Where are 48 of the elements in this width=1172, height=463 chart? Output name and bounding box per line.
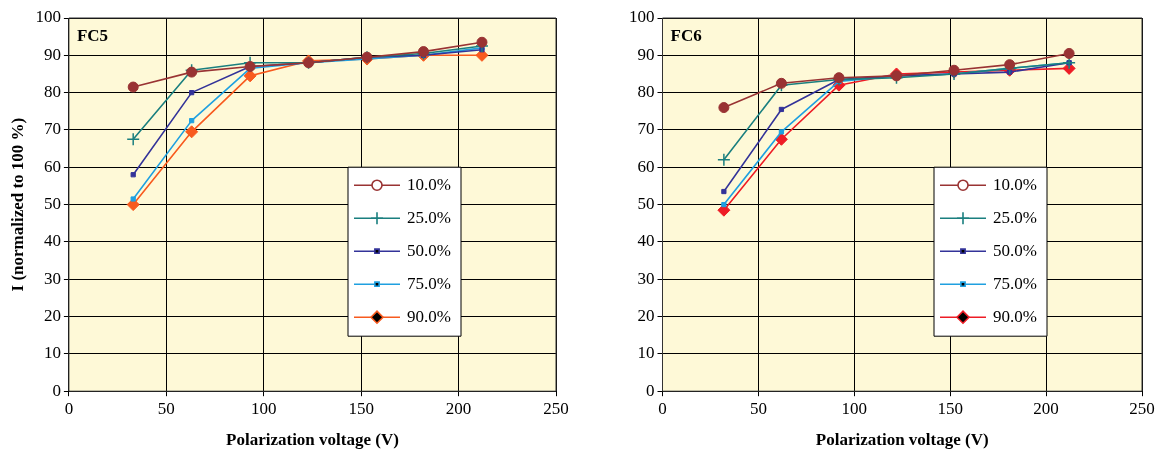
y-tick-label: 70	[43, 119, 61, 139]
legend-label: 90.0%	[407, 306, 451, 326]
legend-label: 10.0%	[993, 174, 1037, 194]
x-tick-label: 250	[1129, 398, 1155, 418]
y-tick-label: 80	[637, 82, 655, 102]
legend-label: 25.0%	[407, 207, 451, 227]
y-tick-label: 80	[43, 82, 61, 102]
legend-label: 75.0%	[993, 273, 1037, 293]
y-tick-label: 40	[43, 231, 61, 251]
y-tick-label: 90	[637, 44, 655, 64]
x-tick-label: 100	[841, 398, 868, 418]
y-tick-label: 10	[637, 343, 655, 363]
y-tick-label: 0	[52, 380, 61, 400]
y-axis-title: I (normalized to 100 %)	[7, 117, 27, 292]
x-tick-label: 200	[445, 398, 472, 418]
x-tick-label: 0	[64, 398, 74, 418]
y-tick-label: 20	[637, 306, 655, 326]
legend-label: 50.0%	[407, 240, 451, 260]
x-axis-title: Polarization voltage (V)	[815, 430, 989, 450]
x-tick-label: 100	[250, 398, 277, 418]
y-tick-label: 40	[637, 231, 655, 251]
x-axis-title: Polarization voltage (V)	[226, 430, 399, 450]
legend-label: 75.0%	[407, 273, 451, 293]
text: FC5	[76, 25, 109, 45]
y-tick-label: 60	[637, 156, 655, 176]
y-tick-label: 70	[637, 119, 655, 139]
x-tick-label: 150	[937, 398, 963, 418]
text: FC6	[670, 25, 702, 45]
legend-label: 10.0%	[407, 174, 451, 194]
x-tick-label: 200	[1033, 398, 1059, 418]
y-tick-label: 100	[35, 7, 61, 27]
y-tick-label: 30	[637, 268, 655, 288]
y-tick-label: 100	[629, 7, 655, 27]
legend-label: 90.0%	[993, 306, 1037, 326]
y-tick-label: 90	[43, 44, 61, 64]
y-tick-label: 60	[43, 156, 61, 176]
y-tick-label: 0	[646, 380, 655, 400]
legend-label: 50.0%	[993, 240, 1037, 260]
y-tick-label: 30	[43, 268, 61, 288]
x-tick-label: 50	[157, 398, 175, 418]
y-tick-label: 20	[43, 306, 61, 326]
y-tick-label: 50	[637, 194, 655, 214]
x-tick-label: 50	[749, 398, 767, 418]
y-tick-label: 50	[43, 194, 61, 214]
x-tick-label: 250	[543, 398, 569, 418]
y-tick-label: 10	[43, 343, 61, 363]
x-tick-label: 150	[348, 398, 374, 418]
legend-label: 25.0%	[993, 207, 1037, 227]
